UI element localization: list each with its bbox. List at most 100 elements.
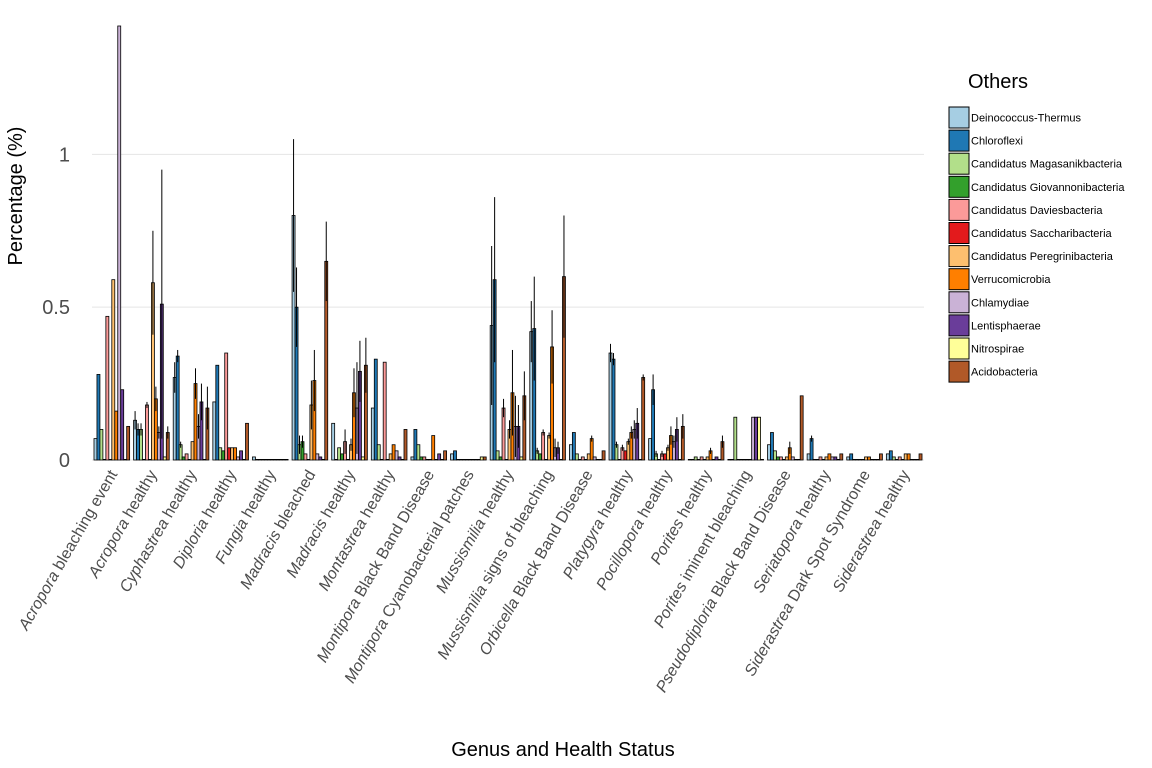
bar <box>885 453 890 461</box>
bar <box>806 453 811 461</box>
x-tick-genus: Diploria <box>170 516 212 572</box>
bar <box>623 450 628 461</box>
bar <box>541 432 546 461</box>
legend-key <box>948 129 970 152</box>
x-tick-status: iminent bleaching <box>676 468 755 588</box>
x-tick-genus: Porites <box>648 516 688 568</box>
bar <box>476 458 481 461</box>
x-tick-status: healthy <box>118 468 161 525</box>
legend-label: Acidobacteria <box>971 367 1039 379</box>
bar <box>416 444 421 461</box>
bar <box>255 458 259 461</box>
bar <box>864 456 868 461</box>
bar <box>687 458 692 461</box>
bar <box>272 458 277 461</box>
bar <box>148 458 152 461</box>
bar <box>519 456 524 461</box>
bar <box>257 458 262 461</box>
bar <box>873 458 877 461</box>
bar <box>181 456 186 461</box>
bar <box>730 458 735 461</box>
bar <box>482 456 487 461</box>
bar <box>586 453 591 461</box>
legend-label: Chlamydiae <box>971 297 1029 309</box>
legend-key <box>948 314 970 337</box>
bar <box>187 458 192 461</box>
legend-key <box>948 222 970 244</box>
bar <box>252 456 256 461</box>
x-tick-label: Siderastrea healthy <box>830 468 914 596</box>
bar <box>266 458 271 461</box>
legend-label: Deinococcus-Thermus <box>971 113 1082 125</box>
x-tick-status: healthy <box>633 468 676 525</box>
bar <box>778 456 783 461</box>
y-axis-title: Percentage (%) <box>5 127 27 266</box>
bar <box>440 458 445 461</box>
bar <box>776 456 780 461</box>
bar <box>809 438 814 461</box>
bar <box>583 458 588 461</box>
bar <box>93 438 98 461</box>
bar <box>233 447 238 461</box>
bar <box>495 450 500 461</box>
bar <box>601 450 606 461</box>
legend-label: Candidatus Giovannonibacteria <box>971 182 1125 194</box>
bar <box>742 458 747 461</box>
bar <box>598 458 603 461</box>
bar <box>903 453 908 461</box>
bar <box>263 458 268 461</box>
bar <box>839 453 844 461</box>
legend-label: Candidatus Peregrinibacteria <box>971 251 1114 263</box>
bar <box>236 456 240 461</box>
bar <box>437 453 442 461</box>
bar <box>284 458 289 461</box>
bar <box>260 458 265 461</box>
x-tick-status: healthy <box>792 468 835 525</box>
bar <box>867 456 871 461</box>
bar <box>275 458 280 461</box>
bar <box>736 458 741 461</box>
bar <box>303 453 308 461</box>
bar <box>96 374 101 461</box>
bar <box>218 447 223 461</box>
bar <box>397 456 402 461</box>
legend-key <box>948 360 970 383</box>
bar <box>459 458 463 461</box>
bar <box>111 279 116 461</box>
bar <box>337 447 342 461</box>
bar <box>818 456 823 461</box>
bar <box>400 458 405 461</box>
bar <box>428 458 433 461</box>
bar <box>833 456 838 461</box>
bar <box>538 453 543 461</box>
bar <box>142 458 146 461</box>
bar <box>894 458 899 461</box>
bar <box>123 458 128 461</box>
bar <box>239 450 243 461</box>
bar <box>321 458 326 461</box>
bar <box>315 453 320 461</box>
bar <box>114 410 119 461</box>
bar <box>281 458 286 461</box>
bar <box>915 458 920 461</box>
y-tick-label: 1 <box>59 144 70 166</box>
bar <box>221 450 226 461</box>
legend-label: Lentisphaerae <box>971 320 1041 332</box>
x-tick-status: healthy <box>594 468 637 525</box>
bar <box>799 395 804 461</box>
bar <box>470 458 475 461</box>
bar <box>413 429 418 461</box>
legend-label: Candidatus Magasanikbacteria <box>971 159 1123 171</box>
x-tick-genus: Porites <box>651 579 691 631</box>
bar <box>388 453 393 461</box>
y-tick-label: 0 <box>59 450 70 472</box>
x-tick-genus: Orbicella <box>477 595 523 658</box>
bar <box>870 458 874 461</box>
legend-key <box>948 198 970 221</box>
bar <box>175 355 180 461</box>
bar <box>861 458 865 461</box>
bar <box>812 458 817 461</box>
bar <box>346 458 350 461</box>
legend-label: Candidatus Daviesbacteria <box>971 205 1103 217</box>
